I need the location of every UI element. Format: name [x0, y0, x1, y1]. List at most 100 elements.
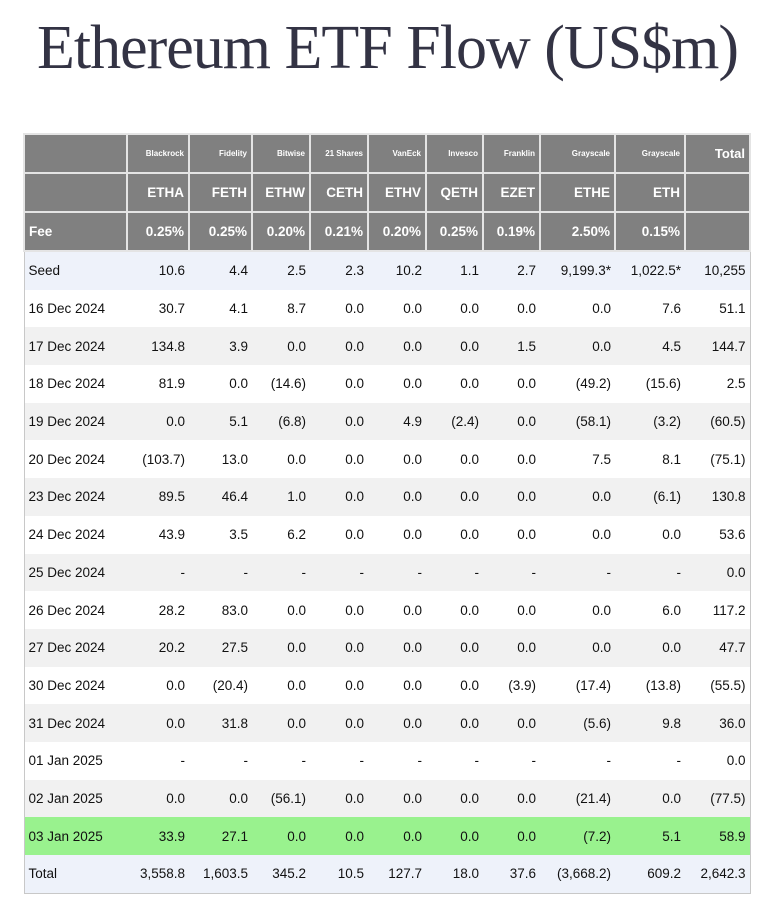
flow-cell: - [540, 741, 615, 780]
row-total-cell: 10,255 [685, 251, 750, 290]
flow-cell: 1,603.5 [189, 855, 252, 894]
row-label: Seed [24, 251, 127, 290]
flow-cell: (6.8) [252, 402, 310, 441]
flow-cell: 6.2 [252, 515, 310, 554]
flow-cell: 33.9 [127, 817, 189, 855]
flow-cell: 0.0 [310, 817, 368, 855]
flow-cell: 0.0 [426, 704, 483, 742]
flow-cell: 3.9 [189, 327, 252, 366]
flow-cell: - [483, 553, 540, 592]
fee-value: 2.50% [539, 211, 616, 252]
row-total-cell: 2,642.3 [685, 855, 750, 894]
ticker-symbol: EZET [482, 172, 541, 213]
flow-cell: (14.6) [252, 365, 310, 403]
ticker-symbol: ETHV [367, 172, 427, 213]
flow-cell: 10.6 [127, 251, 189, 290]
table-row: 26 Dec 2024 28.2 83.0 0.0 0.0 0.0 0.0 0.0 0.0 6.0… [24, 591, 750, 629]
flow-cell: 8.1 [615, 440, 685, 479]
flow-cell: 0.0 [252, 327, 310, 366]
issuer-name: Grayscale [539, 133, 616, 174]
ticker-total-blank [684, 172, 751, 213]
flow-cell: 0.0 [483, 591, 540, 629]
row-label: 23 Dec 2024 [24, 478, 127, 516]
fee-label: Fee [23, 211, 128, 252]
flow-cell: 4.5 [615, 327, 685, 366]
flow-cell: 10.2 [368, 251, 426, 290]
flow-cell: 3.5 [189, 515, 252, 554]
flow-cell: 0.0 [483, 289, 540, 328]
flow-cell: 2.7 [483, 251, 540, 290]
flow-cell: 5.1 [615, 817, 685, 855]
row-total-cell: 53.6 [685, 515, 750, 554]
fee-value: 0.20% [251, 211, 311, 252]
etf-flow-table: Blackrock Fidelity Bitwise 21 Shares Van… [23, 133, 751, 894]
row-label: 18 Dec 2024 [24, 365, 127, 403]
issuer-header-row: Blackrock Fidelity Bitwise 21 Shares Van… [23, 133, 751, 174]
flow-cell: 0.0 [368, 666, 426, 705]
flow-cell: 0.0 [252, 704, 310, 742]
flow-cell: (5.6) [540, 704, 615, 742]
flow-cell: - [615, 741, 685, 780]
row-total-cell: 0.0 [685, 741, 750, 780]
flow-cell: (103.7) [127, 440, 189, 479]
flow-cell: 0.0 [310, 704, 368, 742]
ticker-symbol: CETH [309, 172, 369, 213]
flow-cell: 10.5 [310, 855, 368, 894]
flow-cell: 0.0 [540, 327, 615, 366]
flow-cell: 20.2 [127, 628, 189, 667]
flow-cell: 0.0 [310, 327, 368, 366]
flow-cell: 0.0 [310, 289, 368, 328]
flow-cell: (56.1) [252, 779, 310, 818]
table-row: 03 Jan 2025 33.9 27.1 0.0 0.0 0.0 0.0 0.0 (7.2) 5… [24, 817, 750, 855]
flow-cell: (3.9) [483, 666, 540, 705]
flow-cell: 18.0 [426, 855, 483, 894]
row-total-cell: 36.0 [685, 704, 750, 742]
row-total-cell: (55.5) [685, 666, 750, 705]
flow-cell: (3.2) [615, 402, 685, 441]
table-row: 24 Dec 2024 43.9 3.5 6.2 0.0 0.0 0.0 0.0 0.0 0.0 5… [24, 515, 750, 554]
flow-cell: - [368, 553, 426, 592]
flow-cell: 0.0 [368, 817, 426, 855]
flow-cell: 0.0 [368, 779, 426, 818]
flow-cell: 2.3 [310, 251, 368, 290]
flow-cell: 0.0 [310, 666, 368, 705]
fee-value: 0.25% [126, 211, 190, 252]
flow-cell: - [127, 741, 189, 780]
table-row: 18 Dec 2024 81.9 0.0 (14.6) 0.0 0.0 0.0 0.0 (49.… [24, 365, 750, 403]
flow-cell: 1.5 [483, 327, 540, 366]
flow-cell: 0.0 [483, 402, 540, 441]
row-label: Total [24, 855, 127, 894]
flow-cell: 89.5 [127, 478, 189, 516]
flow-cell: 0.0 [368, 289, 426, 328]
flow-cell: 0.0 [426, 478, 483, 516]
flow-cell: 0.0 [368, 440, 426, 479]
flow-cell: - [189, 553, 252, 592]
flow-cell: 127.7 [368, 855, 426, 894]
flow-cell: 0.0 [426, 628, 483, 667]
flow-cell: 0.0 [127, 666, 189, 705]
row-label: 17 Dec 2024 [24, 327, 127, 366]
row-total-cell: (75.1) [685, 440, 750, 479]
table-row: 20 Dec 2024 (103.7) 13.0 0.0 0.0 0.0 0.0 0.0 7.5… [24, 440, 750, 479]
page-title: Ethereum ETF Flow (US$m) [37, 14, 739, 82]
row-total-cell: 58.9 [685, 817, 750, 855]
flow-cell: 0.0 [615, 779, 685, 818]
flow-cell: 0.0 [426, 591, 483, 629]
flow-cell: - [310, 553, 368, 592]
ticker-symbol: ETHW [251, 172, 311, 213]
flow-cell: 4.9 [368, 402, 426, 441]
flow-cell: - [189, 741, 252, 780]
flow-cell: 1.1 [426, 251, 483, 290]
flow-cell: 81.9 [127, 365, 189, 403]
flow-cell: 46.4 [189, 478, 252, 516]
flow-cell: 0.0 [483, 440, 540, 479]
flow-cell: - [252, 553, 310, 592]
flow-cell: 37.6 [483, 855, 540, 894]
flow-cell: 27.5 [189, 628, 252, 667]
flow-cell: 7.5 [540, 440, 615, 479]
flow-cell: 0.0 [540, 478, 615, 516]
flow-cell: 0.0 [252, 666, 310, 705]
flow-cell: 0.0 [189, 365, 252, 403]
issuer-name: VanEck [367, 133, 427, 174]
flow-cell: 8.7 [252, 289, 310, 328]
